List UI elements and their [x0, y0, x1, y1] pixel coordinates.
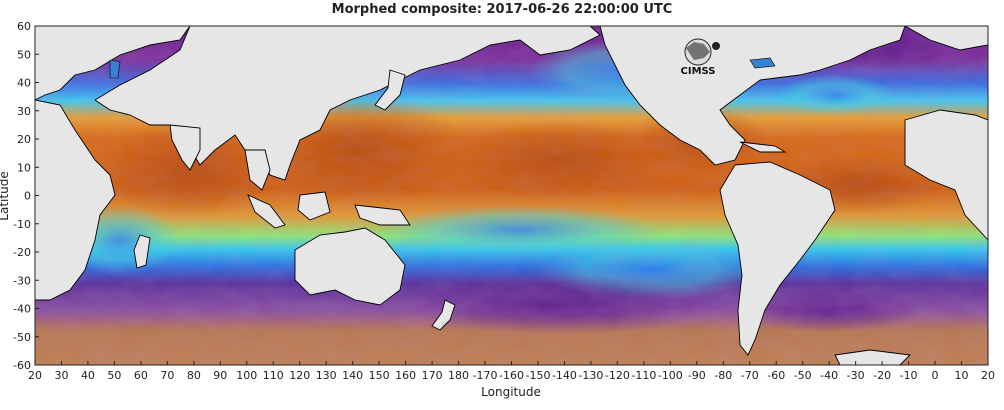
x-tick-label: -50: [794, 369, 812, 382]
x-tick-label: 80: [187, 369, 201, 382]
x-axis-label: Longitude: [481, 385, 541, 399]
y-tick-label: 0: [24, 190, 31, 203]
land-greenland: [904, 26, 988, 51]
x-tick-label: 150: [369, 369, 390, 382]
land-north-america: [599, 26, 906, 166]
land-indochina: [244, 149, 271, 191]
land-australia: [294, 227, 406, 306]
lake-great-lakes: [749, 57, 776, 69]
x-tick-label: 120: [289, 369, 310, 382]
land-africa-east-edge: [904, 109, 988, 241]
y-tick-label: 60: [17, 20, 31, 33]
x-tick-label: 110: [263, 369, 284, 382]
x-tick-label: -140: [552, 369, 577, 382]
y-tick-label: -30: [13, 274, 31, 287]
x-tick-label: -170: [473, 369, 498, 382]
y-axis-label: Latitude: [0, 171, 11, 220]
land-india: [169, 124, 201, 171]
x-tick-label: -30: [847, 369, 865, 382]
x-tick-label: -60: [767, 369, 785, 382]
land-new-zealand: [431, 299, 456, 331]
x-tick-label: 60: [134, 369, 148, 382]
x-tick-label: 130: [316, 369, 337, 382]
x-tick-label: -110: [631, 369, 656, 382]
cimss-logo: CIMSS: [681, 38, 720, 77]
map-title: Morphed composite: 2017-06-26 22:00:00 U…: [331, 2, 673, 17]
y-tick-label: 30: [17, 105, 31, 118]
x-tick-label: 10: [955, 369, 969, 382]
x-tick-label: 40: [81, 369, 95, 382]
land-borneo: [297, 191, 331, 221]
y-tick-label: -20: [13, 246, 31, 259]
land-africa: [35, 99, 116, 301]
land-caribbean: [739, 141, 787, 153]
x-tick-label: -40: [820, 369, 838, 382]
x-tick-label: -120: [605, 369, 630, 382]
land-eurasia-west: [35, 26, 191, 101]
y-tick-label: -60: [13, 359, 31, 372]
x-tick-label: -80: [714, 369, 732, 382]
x-tick-label: 30: [54, 369, 68, 382]
cimss-logo-text: CIMSS: [681, 66, 716, 77]
x-tick-label: -20: [873, 369, 891, 382]
x-tick-label: 180: [448, 369, 469, 382]
x-tick-label: -150: [525, 369, 550, 382]
land-new-guinea: [354, 204, 411, 226]
y-tick-label: -40: [13, 303, 31, 316]
x-tick-label: -70: [741, 369, 759, 382]
land-madagascar: [133, 234, 151, 269]
y-tick-label: 10: [17, 161, 31, 174]
x-tick-label: -10: [900, 369, 918, 382]
x-tick-label: 140: [342, 369, 363, 382]
x-axis-ticks: 20 30 40 50 60 70 80 90 100 110 120 130 140 150 160 170…: [28, 361, 995, 382]
y-tick-label: 20: [17, 133, 31, 146]
x-tick-label: -90: [688, 369, 706, 382]
x-tick-label: 20: [981, 369, 995, 382]
x-tick-label: 20: [28, 369, 42, 382]
x-tick-label: -130: [578, 369, 603, 382]
map-field: [35, 26, 988, 365]
x-tick-label: 90: [213, 369, 227, 382]
land-antarctica: [834, 349, 911, 365]
x-tick-label: 170: [422, 369, 443, 382]
x-tick-label: 50: [107, 369, 121, 382]
x-tick-label: -160: [499, 369, 524, 382]
y-axis-ticks: 60 50 40 30 20 10 0 -10 -20 -30 -40 -50 -60: [13, 20, 39, 372]
land-asia: [94, 26, 601, 181]
y-tick-label: 40: [17, 77, 31, 90]
x-tick-label: -100: [658, 369, 683, 382]
lake-caspian: [109, 59, 121, 79]
x-tick-label: 100: [236, 369, 257, 382]
land-japan: [374, 69, 406, 111]
x-tick-label: 160: [395, 369, 416, 382]
y-tick-label: 50: [17, 48, 31, 61]
y-tick-label: -10: [13, 218, 31, 231]
x-tick-label: 0: [932, 369, 939, 382]
land-sumatra: [247, 194, 286, 229]
land-south-america: [719, 161, 836, 356]
x-tick-label: 70: [160, 369, 174, 382]
y-tick-label: -50: [13, 331, 31, 344]
